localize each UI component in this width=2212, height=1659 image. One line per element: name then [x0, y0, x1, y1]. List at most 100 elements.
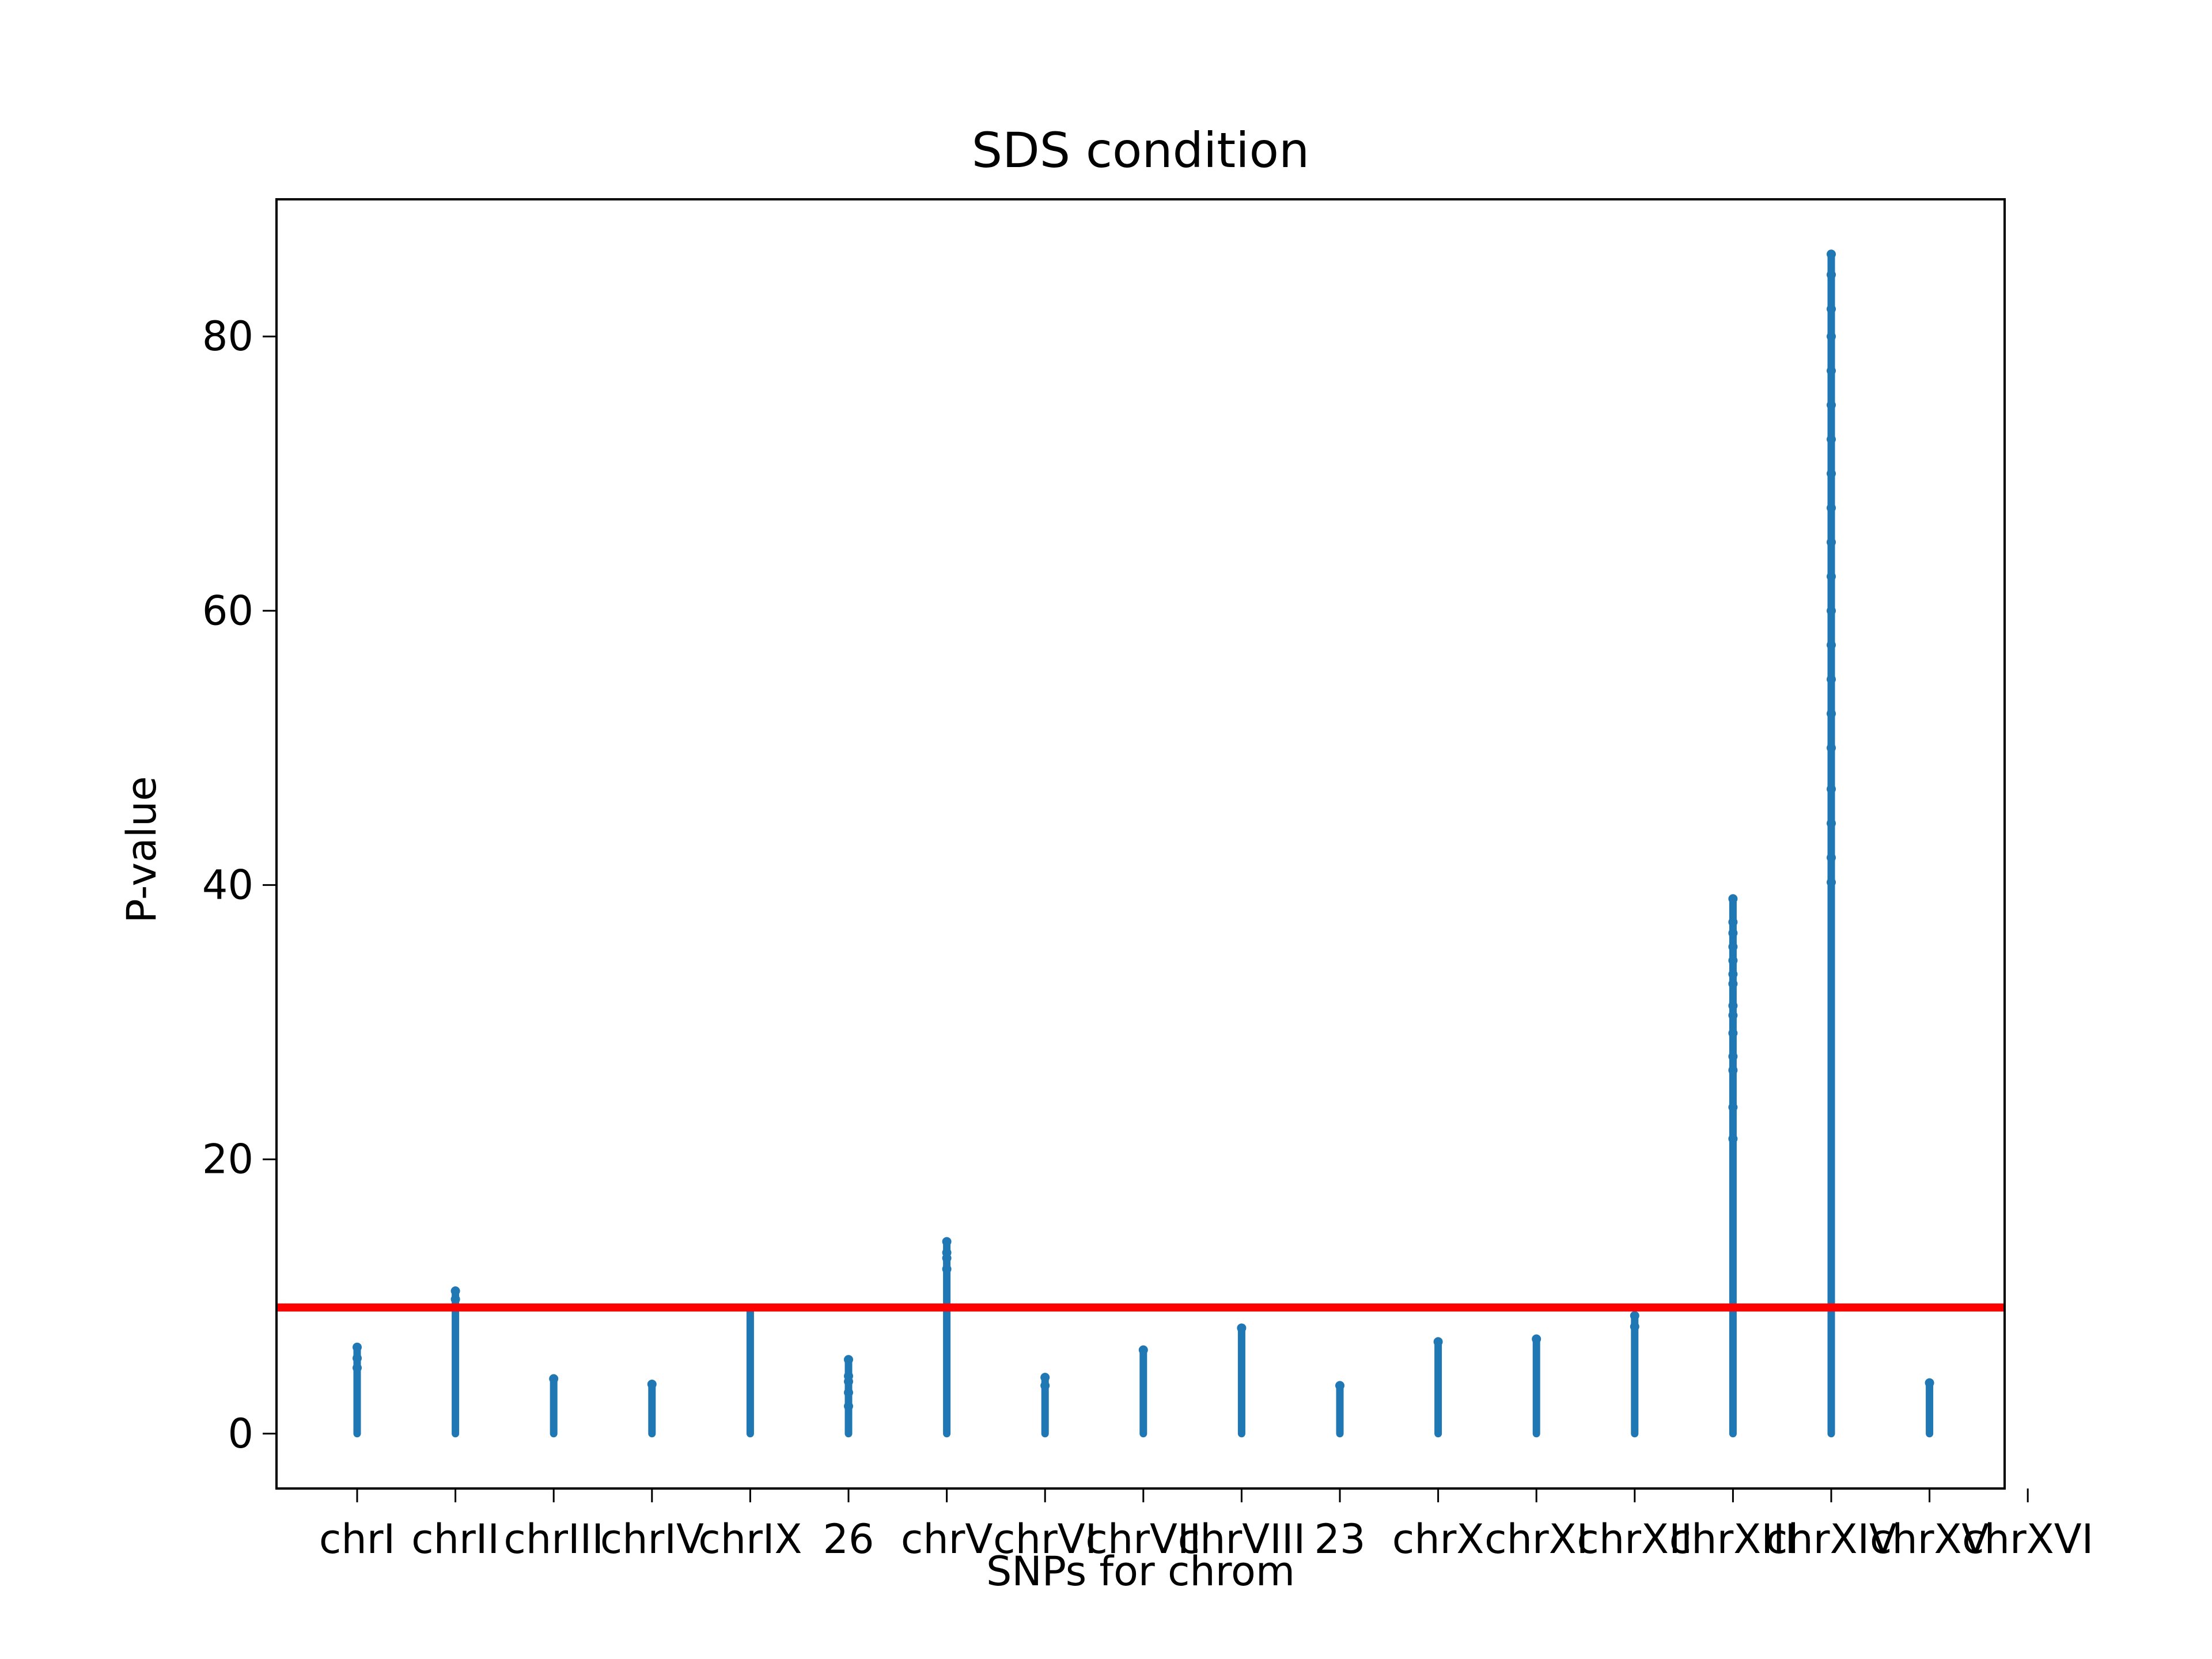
x-tick-label: 26 — [823, 1516, 874, 1563]
data-point — [450, 1294, 460, 1304]
data-point — [1728, 1134, 1738, 1143]
data-point — [1827, 332, 1836, 342]
data-point — [1827, 249, 1836, 259]
series-chrIII — [549, 1374, 559, 1438]
data-point — [1630, 1311, 1639, 1321]
series-chrV — [942, 1237, 952, 1438]
data-point — [844, 1402, 853, 1411]
data-point — [1433, 1337, 1443, 1347]
y-tick-label: 80 — [202, 313, 253, 360]
data-point — [450, 1286, 460, 1296]
data-point — [1827, 877, 1836, 887]
series-chrXI — [1532, 1334, 1541, 1438]
x-axis-label: SNPs for chrom — [986, 1548, 1295, 1595]
series-chrI — [353, 1342, 362, 1438]
data-point — [1728, 1010, 1738, 1020]
data-point — [353, 1342, 362, 1352]
series-chrXIV — [1827, 249, 1836, 1438]
data-point — [1827, 503, 1836, 513]
data-point — [1728, 917, 1738, 927]
x-tick-label: chrI — [319, 1516, 395, 1563]
series-chrII — [450, 1286, 460, 1438]
data-point — [1827, 784, 1836, 794]
series-chrXII — [1630, 1311, 1639, 1438]
x-tick-label: chrVI — [993, 1516, 1097, 1563]
data-point — [844, 1355, 853, 1365]
y-axis: 0 20 40 60 80 — [202, 313, 276, 1457]
data-point — [1728, 1052, 1738, 1062]
data-point — [1827, 640, 1836, 650]
data-point — [844, 1388, 853, 1397]
series-chrIV — [647, 1380, 657, 1438]
data-point — [1827, 853, 1836, 862]
data-point — [1728, 1028, 1738, 1038]
data-point — [1728, 969, 1738, 979]
data-point — [1335, 1381, 1344, 1391]
data-point — [1827, 819, 1836, 828]
data-point — [1040, 1373, 1050, 1382]
data-point — [1827, 400, 1836, 410]
data-point — [1728, 1001, 1738, 1010]
data-point — [1138, 1345, 1148, 1355]
x-tick-label: chrXV — [1870, 1516, 1990, 1563]
data-points — [353, 249, 1934, 1438]
y-tick-label: 60 — [202, 587, 253, 634]
data-point — [1827, 270, 1836, 279]
x-tick-label: chrVIII — [1178, 1516, 1305, 1563]
data-point — [1728, 928, 1738, 938]
x-tick-label: chrII — [411, 1516, 499, 1563]
data-point — [1827, 304, 1836, 314]
data-point — [1827, 675, 1836, 684]
plot-frame — [275, 198, 2006, 1490]
data-point — [1827, 366, 1836, 376]
data-point — [1630, 1322, 1639, 1332]
data-point — [1827, 709, 1836, 718]
data-point — [1827, 571, 1836, 581]
data-point — [1728, 956, 1738, 965]
y-tick-label: 0 — [228, 1410, 253, 1457]
x-tick-label: chrXIII — [1669, 1516, 1797, 1563]
data-point — [353, 1363, 362, 1373]
data-point — [1827, 743, 1836, 753]
data-point — [844, 1371, 853, 1381]
data-point — [1728, 1103, 1738, 1112]
data-point — [1827, 537, 1836, 547]
data-point — [1827, 434, 1836, 444]
y-axis-label: P-value — [118, 776, 165, 923]
series-chrVI — [1040, 1373, 1050, 1438]
series-chrVII — [1138, 1345, 1148, 1438]
data-point — [942, 1264, 952, 1274]
data-point — [647, 1380, 657, 1389]
x-tick-label: chrIII — [503, 1516, 604, 1563]
y-tick-label: 20 — [202, 1136, 253, 1183]
data-point — [1728, 894, 1738, 904]
x-tick-label: chrXII — [1577, 1516, 1692, 1563]
data-point — [1728, 1065, 1738, 1075]
y-tick-label: 40 — [202, 861, 253, 908]
data-point — [1040, 1381, 1050, 1391]
data-point — [549, 1374, 559, 1384]
x-tick-label: chrXI — [1484, 1516, 1588, 1563]
data-point — [353, 1353, 362, 1363]
x-tick-label: chrIV — [600, 1516, 704, 1563]
data-point — [1827, 469, 1836, 479]
data-point — [1827, 606, 1836, 616]
x-tick-label: 23 — [1314, 1516, 1365, 1563]
data-point — [1728, 942, 1738, 952]
data-point — [942, 1237, 952, 1247]
data-point — [942, 1248, 952, 1257]
x-tick-label: chrX — [1392, 1516, 1484, 1563]
series-chrVIII — [1237, 1323, 1247, 1438]
chart-title: SDS condition — [972, 122, 1309, 179]
series-23 — [1335, 1381, 1344, 1438]
x-tick-label: chrIX — [698, 1516, 802, 1563]
data-point — [1532, 1334, 1541, 1344]
series-chrIX — [745, 1304, 755, 1438]
x-tick-label: chrXIV — [1766, 1516, 1897, 1563]
data-point — [1728, 979, 1738, 988]
series-chrXV — [1925, 1378, 1934, 1438]
series-chrX — [1433, 1337, 1443, 1438]
data-point — [1925, 1378, 1934, 1388]
